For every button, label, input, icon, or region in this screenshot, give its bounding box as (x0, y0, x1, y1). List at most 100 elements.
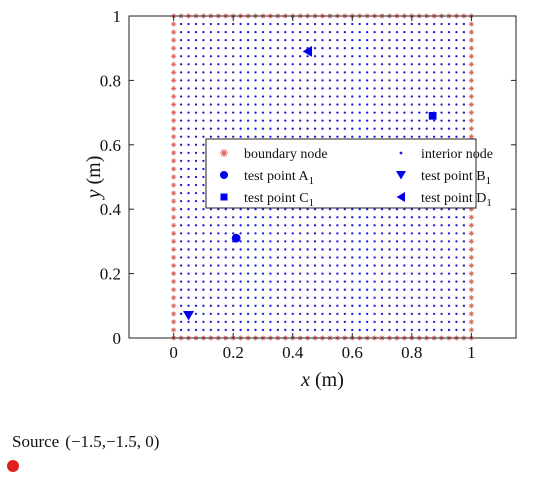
interior-node (395, 280, 399, 283)
interior-node (425, 71, 428, 74)
boundary-node (468, 327, 474, 333)
interior-node (373, 280, 376, 283)
interior-node (291, 39, 294, 42)
interior-node (440, 55, 443, 58)
interior-node (209, 39, 213, 42)
interior-node (418, 256, 421, 259)
interior-node (328, 111, 332, 114)
interior-node (418, 135, 421, 138)
interior-node (373, 320, 376, 324)
interior-node (328, 63, 332, 66)
interior-node (425, 256, 428, 259)
interior-node (284, 240, 287, 243)
interior-node (194, 280, 198, 283)
interior-node (425, 240, 428, 243)
interior-node (388, 312, 391, 315)
boundary-node (171, 262, 177, 269)
interior-node (358, 240, 361, 243)
interior-node (455, 320, 458, 324)
interior-node (395, 111, 399, 114)
interior-node (321, 71, 324, 74)
interior-node (462, 79, 466, 82)
interior-node (410, 47, 413, 50)
interior-node (366, 111, 369, 114)
interior-node (343, 95, 346, 98)
interior-node (358, 127, 361, 130)
interior-node (269, 240, 272, 243)
interior-node (179, 63, 183, 66)
interior-node (410, 79, 413, 82)
interior-node (328, 288, 332, 291)
boundary-node (468, 271, 474, 277)
interior-node (351, 87, 354, 90)
interior-node (410, 39, 413, 42)
legend-label: boundary node (244, 147, 328, 162)
interior-node (187, 208, 190, 211)
interior-node (403, 111, 406, 114)
interior-node (299, 208, 302, 211)
interior-node (373, 135, 376, 138)
interior-node (284, 248, 287, 251)
interior-node (373, 87, 376, 90)
interior-node (232, 288, 235, 291)
y-tick-label: 0.4 (100, 200, 122, 219)
interior-node (336, 328, 339, 332)
interior-node (373, 256, 376, 259)
interior-node (254, 135, 257, 138)
interior-node (246, 328, 250, 332)
interior-node (388, 22, 391, 26)
interior-node (261, 312, 265, 315)
interior-node (187, 22, 190, 26)
interior-node (276, 103, 279, 106)
interior-node (239, 248, 242, 251)
interior-node (261, 288, 265, 291)
interior-node (187, 304, 190, 307)
interior-node (179, 79, 183, 82)
interior-node (373, 224, 376, 227)
interior-node (440, 248, 443, 251)
interior-node (187, 296, 190, 299)
interior-node (299, 135, 302, 138)
interior-node (336, 280, 339, 283)
interior-node (194, 240, 198, 243)
interior-node (351, 304, 354, 307)
interior-node (217, 119, 220, 122)
interior-node (462, 224, 466, 227)
interior-node (202, 47, 205, 50)
interior-node (187, 143, 190, 146)
interior-node (306, 87, 309, 90)
boundary-node (171, 230, 177, 236)
interior-node (232, 312, 235, 315)
interior-node (380, 79, 384, 82)
interior-node (366, 208, 369, 211)
interior-node (462, 288, 466, 291)
interior-node (403, 224, 406, 227)
interior-node (306, 71, 309, 74)
interior-node (358, 280, 361, 283)
interior-node (202, 264, 205, 267)
interior-node (232, 79, 235, 82)
interior-node (425, 248, 428, 251)
interior-node (380, 63, 384, 66)
interior-node (246, 111, 250, 114)
interior-node (209, 95, 213, 98)
interior-node (373, 328, 376, 332)
interior-node (366, 63, 369, 66)
interior-node (395, 127, 399, 130)
interior-node (403, 39, 406, 42)
interior-node (313, 248, 317, 251)
interior-node (179, 288, 183, 291)
interior-node (440, 22, 443, 26)
interior-node (202, 175, 205, 179)
boundary-node (468, 246, 474, 253)
boundary-node (171, 222, 177, 228)
interior-node (209, 22, 213, 26)
interior-node (455, 272, 458, 275)
interior-node (187, 264, 190, 267)
interior-node (336, 135, 339, 138)
interior-node (313, 95, 317, 98)
interior-node (291, 232, 294, 235)
interior-node (455, 95, 458, 98)
boundary-node (171, 206, 177, 212)
interior-node (246, 288, 250, 291)
